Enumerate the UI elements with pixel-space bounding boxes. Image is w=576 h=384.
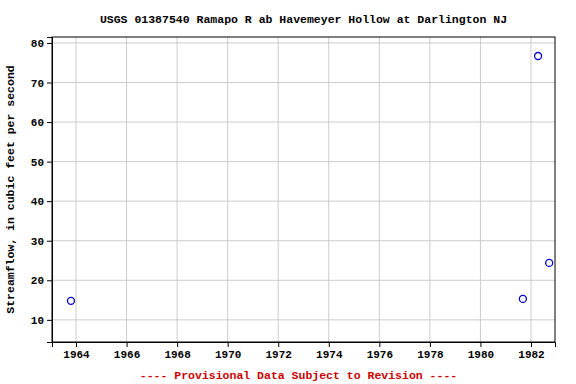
x-tick: 1970 — [215, 342, 241, 361]
x-tick-label: 1966 — [114, 349, 140, 361]
grid-line-y — [52, 122, 555, 123]
x-tick-mark — [379, 342, 380, 347]
y-axis-title: Streamflow, in cubic feet per second — [4, 65, 17, 314]
y-tick-label: 80 — [31, 38, 44, 50]
x-tick-mark — [228, 342, 229, 347]
y-tick-mark — [47, 82, 52, 83]
x-tick-label: 1972 — [266, 349, 292, 361]
y-tick-mark — [47, 122, 52, 123]
x-tick-mark — [76, 342, 77, 347]
x-tick-mark — [278, 342, 279, 347]
x-tick: 1964 — [63, 342, 90, 361]
x-tick: 1972 — [266, 342, 292, 361]
footnote: ---- Provisional Data Subject to Revisio… — [140, 369, 457, 382]
y-tick-mark — [47, 162, 52, 163]
x-tick-mark — [329, 342, 330, 347]
y-tick-label: 30 — [31, 236, 44, 248]
x-tick-label: 1978 — [417, 349, 444, 361]
y-tick-mark — [47, 280, 52, 281]
x-tick-mark — [127, 342, 128, 347]
y-tick-label: 70 — [31, 78, 44, 90]
x-tick-mark — [531, 342, 532, 347]
y-tick: 20 — [31, 275, 52, 287]
y-tick: 30 — [31, 236, 52, 248]
x-tick: 1976 — [367, 342, 393, 361]
x-tick-label: 1968 — [164, 349, 191, 361]
grid-line-y — [52, 82, 555, 83]
x-tick: 1966 — [114, 342, 140, 361]
grid-line-y — [52, 319, 555, 320]
x-tick-label: 1980 — [468, 349, 494, 361]
y-tick-label: 10 — [31, 315, 44, 327]
plot-area — [52, 37, 555, 342]
x-tick-label: 1982 — [518, 349, 544, 361]
y-tick: 40 — [31, 196, 52, 208]
x-tick: 1968 — [164, 342, 191, 361]
x-tick-mark — [177, 342, 178, 347]
x-axis-line — [53, 343, 556, 348]
x-tick-label: 1970 — [215, 349, 241, 361]
x-tick-label: 1964 — [63, 349, 90, 361]
data-point — [535, 52, 542, 59]
data-point — [519, 295, 526, 302]
data-point — [67, 297, 74, 304]
y-tick: 50 — [31, 157, 52, 169]
x-tick: 1978 — [417, 342, 444, 361]
y-tick: 80 — [31, 38, 52, 50]
title: USGS 01387540 Ramapo R ab Havemeyer Holl… — [100, 13, 507, 26]
x-tick-mark — [430, 342, 431, 347]
x-tick-mark — [480, 342, 481, 347]
grid-line-y — [52, 201, 555, 202]
y-tick-label: 40 — [31, 196, 44, 208]
y-tick-mark — [47, 241, 52, 242]
y-tick-mark — [47, 320, 52, 321]
grid-line-y — [52, 280, 555, 281]
grid — [52, 37, 555, 342]
y-tick: 10 — [31, 315, 52, 327]
y-tick: 70 — [31, 78, 52, 90]
grid-line-y — [52, 240, 555, 241]
grid-line-y — [52, 161, 555, 162]
y-tick-mark — [47, 43, 52, 44]
y-tick-label: 50 — [31, 157, 44, 169]
x-tick: 1982 — [518, 342, 544, 361]
y-tick-label: 20 — [31, 275, 44, 287]
y-tick: 60 — [31, 117, 52, 129]
chart: 1964 1966 1968 1970 1972 1974 1976 1978 1980 1982… — [0, 0, 576, 384]
data-point — [546, 259, 553, 266]
x-tick: 1980 — [468, 342, 494, 361]
x-axis: 1964 1966 1968 1970 1972 1974 1976 1978 1980 1982 — [53, 342, 556, 361]
grid-line-y — [52, 42, 555, 43]
y-tick-mark — [47, 201, 52, 202]
y-tick-label: 60 — [31, 117, 44, 129]
x-tick: 1974 — [316, 342, 343, 361]
x-tick-label: 1976 — [367, 349, 393, 361]
y-axis-line — [47, 38, 53, 343]
points — [67, 52, 552, 304]
plot-frame — [52, 37, 555, 342]
y-axis: 10 20 30 40 50 60 70 80 — [31, 38, 53, 343]
x-tick-label: 1974 — [316, 349, 343, 361]
